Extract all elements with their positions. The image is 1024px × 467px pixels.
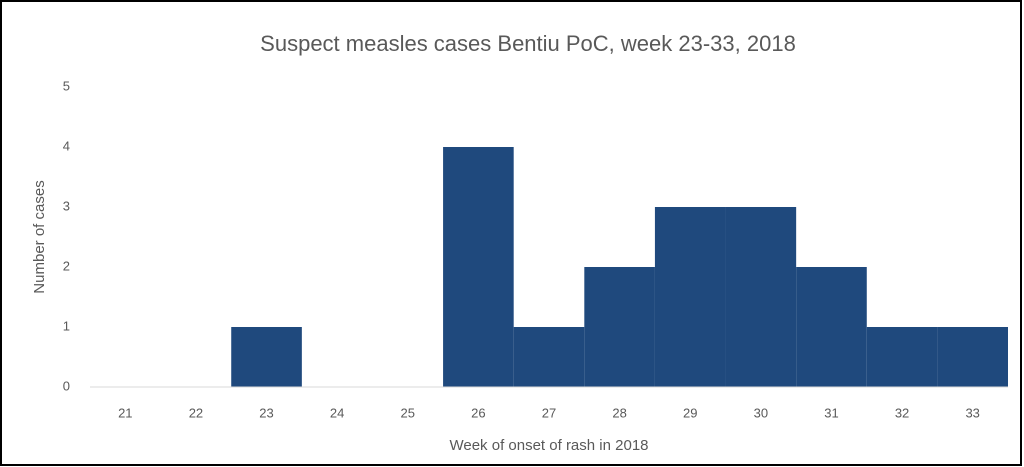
x-tick-label: 33 (965, 405, 979, 420)
bar (725, 207, 797, 387)
x-tick-label: 26 (471, 405, 485, 420)
chart-title: Suspect measles cases Bentiu PoC, week 2… (260, 31, 796, 56)
x-tick-label: 21 (118, 405, 132, 420)
y-tick-label: 0 (63, 378, 70, 393)
x-tick-label: 24 (330, 405, 344, 420)
bar (231, 327, 302, 387)
x-tick-label: 23 (259, 405, 273, 420)
x-tick-label: 31 (824, 405, 838, 420)
x-axis-title: Week of onset of rash in 2018 (449, 437, 648, 454)
x-tick-label: 25 (401, 405, 415, 420)
bar (796, 267, 867, 387)
x-tick-label: 29 (683, 405, 697, 420)
y-tick-label: 5 (63, 78, 70, 93)
bar (513, 327, 585, 387)
y-tick-label: 1 (63, 318, 70, 333)
x-tick-label: 27 (542, 405, 556, 420)
bar (654, 207, 726, 387)
bar (937, 327, 1008, 387)
x-tick-label: 30 (754, 405, 768, 420)
bar (584, 267, 655, 387)
x-tick-label: 32 (895, 405, 909, 420)
y-tick-label: 3 (63, 198, 70, 213)
y-tick-label: 2 (63, 258, 70, 273)
x-tick-label: 22 (189, 405, 203, 420)
bar (443, 147, 514, 387)
y-tick-label: 4 (63, 138, 70, 153)
y-axis-title: Number of cases (31, 180, 48, 293)
x-tick-label: 28 (612, 405, 626, 420)
bar (866, 327, 938, 387)
